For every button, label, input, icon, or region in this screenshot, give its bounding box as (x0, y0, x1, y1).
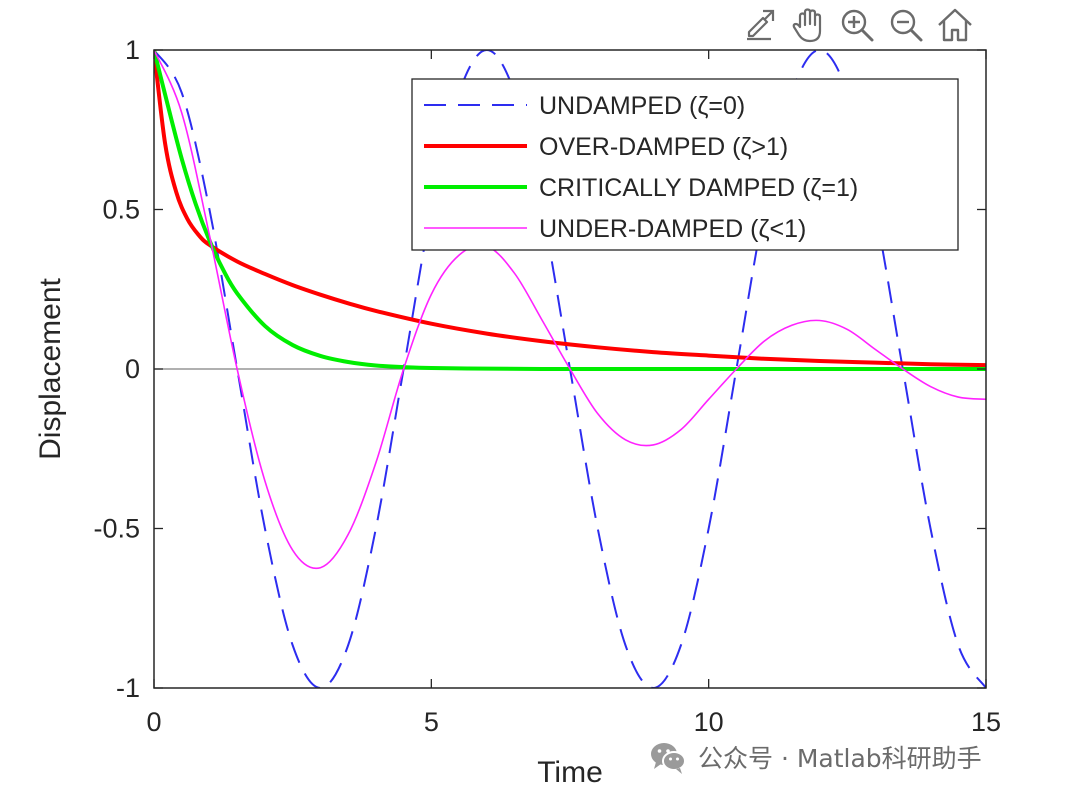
x-tick-label: 5 (424, 707, 439, 737)
home-icon (937, 8, 972, 42)
legend-label-critical: CRITICALLY DAMPED (ζ=1) (539, 174, 858, 202)
watermark-text: 公众号 · Matlab科研助手 (698, 744, 982, 773)
zoom-in-button[interactable] (832, 2, 881, 48)
pan-button[interactable] (783, 2, 832, 48)
underdamped-series-line (154, 50, 986, 570)
home-button[interactable] (930, 2, 979, 48)
zoom-out-button[interactable] (881, 2, 930, 48)
zoom-in-icon (841, 9, 873, 42)
edit-data-tip-button[interactable] (734, 2, 783, 48)
x-tick-label: 15 (971, 707, 1001, 737)
zoom-out-icon (890, 9, 922, 42)
legend-label-overdamped: OVER-DAMPED (ζ>1) (539, 133, 788, 161)
y-tick-label: 1 (125, 35, 140, 65)
pencil-export-icon (746, 9, 774, 41)
y-tick-label: -1 (116, 673, 140, 703)
x-axis-label: Time (537, 756, 603, 789)
series-layer (154, 50, 986, 688)
legend-label-undamped: UNDAMPED (ζ=0) (539, 92, 745, 120)
legend-box (411, 78, 959, 251)
watermark: 公众号 · Matlab科研助手 (648, 732, 982, 782)
axes-toolbar (734, 2, 979, 48)
x-tick-label: 10 (694, 707, 724, 737)
hand-pan-icon (792, 8, 821, 43)
legend-label-underdamped: UNDER-DAMPED (ζ<1) (539, 215, 806, 243)
y-tick-label: 0.5 (102, 195, 140, 225)
critically-damped-series-line (154, 50, 986, 372)
overdamped-series-line (154, 50, 986, 368)
y-tick-label: -0.5 (93, 514, 140, 544)
legend: UNDAMPED (ζ=0) OVER-DAMPED (ζ>1) CRITICA… (411, 78, 959, 251)
ticks-layer: 0 5 10 15 -1 -0.5 0 0.5 1 (93, 35, 1001, 737)
x-tick-label: 0 (146, 707, 161, 737)
y-axis-label: Displacement (34, 277, 67, 459)
wechat-icon (651, 743, 686, 774)
y-tick-label: 0 (125, 354, 140, 384)
